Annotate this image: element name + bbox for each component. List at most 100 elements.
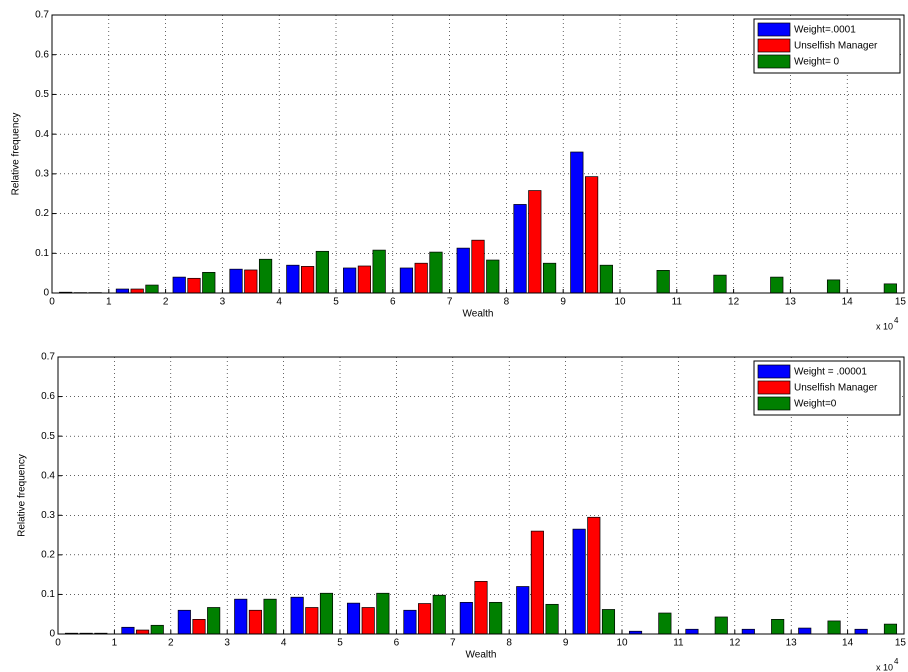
y-tick-label: 0.3 (41, 510, 55, 521)
chart: 00.10.20.30.40.50.60.70 1 2 3 4 5 6 7 8 9 10 11 12 13… (11, 10, 907, 332)
bar (883, 283, 897, 294)
legend-label: Weight=0 (794, 399, 837, 410)
x-tick-label: 10 (616, 638, 628, 649)
x-tick-label: 15 (895, 638, 907, 649)
bar (258, 258, 273, 294)
y-tick-label: 0.5 (35, 89, 49, 100)
bar (658, 612, 672, 635)
x-tick-label: 9 (560, 297, 566, 308)
bar (827, 620, 841, 635)
y-tick-label: 0.2 (35, 208, 49, 219)
bar (530, 530, 544, 635)
chart: 00.10.20.30.40.50.60.70 1 2 3 4 5 6 7 8 9 10 11 12 13… (17, 352, 907, 672)
x-tick-label: 5 (333, 297, 339, 308)
bar (403, 609, 417, 635)
bar (456, 247, 470, 294)
y-tick-label: 0.5 (41, 431, 55, 442)
legend-swatch (757, 22, 791, 37)
y-tick-label: 0.2 (41, 549, 55, 560)
x-tick-label: 6 (390, 297, 396, 308)
x-axis-label: Wealth (466, 650, 497, 661)
legend-label: Unselfish Manager (794, 383, 878, 394)
bar (770, 276, 784, 294)
bar (177, 609, 191, 635)
y-tick-label: 0 (49, 629, 55, 640)
bar (343, 267, 357, 294)
bar (432, 594, 446, 635)
bar (357, 265, 371, 294)
y-tick-label: 0.3 (35, 168, 49, 179)
x-tick-label: 13 (785, 297, 797, 308)
bar (599, 264, 613, 294)
legend-swatch (757, 380, 791, 395)
bar (545, 603, 559, 635)
bar (346, 602, 361, 635)
bar (319, 592, 334, 635)
y-tick-label: 0.7 (41, 352, 55, 363)
bar (229, 268, 243, 294)
bar (714, 616, 728, 635)
bar (713, 274, 727, 294)
y-axis-label: Relative frequency (17, 454, 28, 537)
y-tick-label: 0.6 (35, 49, 49, 60)
x-tick-label: 2 (168, 638, 174, 649)
x-tick-label: 3 (220, 297, 226, 308)
bar (192, 619, 206, 635)
bar (202, 271, 216, 294)
bar (854, 628, 868, 635)
bar (572, 528, 586, 635)
bar (826, 279, 841, 294)
bar (361, 607, 375, 635)
x-tick-label: 14 (842, 297, 854, 308)
bar (486, 259, 500, 294)
bar (429, 251, 443, 294)
legend-label: Weight= 0 (794, 57, 840, 68)
x-scale-label: x 10 (876, 662, 893, 672)
legend-label: Weight = .00001 (794, 367, 867, 378)
bar (399, 267, 414, 294)
x-tick-label: 12 (728, 297, 740, 308)
bar (115, 288, 130, 294)
legend-swatch (757, 38, 791, 53)
y-axis-label: Relative frequency (11, 113, 22, 196)
bar (883, 623, 898, 635)
bar (516, 586, 530, 635)
bar (187, 277, 201, 294)
x-tick-label: 5 (337, 638, 343, 649)
x-tick-label: 15 (895, 297, 907, 308)
x-tick-label: 2 (163, 297, 169, 308)
bar (290, 596, 304, 635)
bar (601, 609, 616, 635)
x-tick-label: 7 (450, 638, 456, 649)
x-tick-label: 7 (447, 297, 453, 308)
bar (301, 266, 315, 294)
bar (798, 627, 812, 635)
bar (685, 628, 699, 635)
x-scale-exponent: 4 (894, 657, 899, 666)
x-axis-label: Wealth (463, 309, 494, 320)
x-tick-label: 6 (394, 638, 400, 649)
bar (244, 269, 258, 294)
x-scale-label: x 10 (876, 321, 893, 331)
bar (471, 239, 485, 294)
legend-label: Unselfish Manager (794, 41, 878, 52)
x-tick-label: 11 (672, 297, 683, 308)
x-tick-label: 8 (504, 297, 510, 308)
bar (542, 262, 557, 294)
x-tick-label: 4 (276, 297, 282, 308)
bar (771, 619, 785, 635)
bar (121, 626, 135, 635)
bar (418, 603, 432, 635)
bar (372, 249, 386, 294)
legend-swatch (757, 396, 791, 411)
legend-swatch (757, 364, 791, 379)
bar (150, 624, 164, 635)
bar (585, 176, 599, 294)
x-tick-label: 12 (729, 638, 741, 649)
bar (234, 598, 248, 635)
bar (376, 592, 390, 635)
y-tick-label: 0.4 (35, 129, 49, 140)
bar (513, 204, 527, 294)
bar (414, 262, 428, 294)
